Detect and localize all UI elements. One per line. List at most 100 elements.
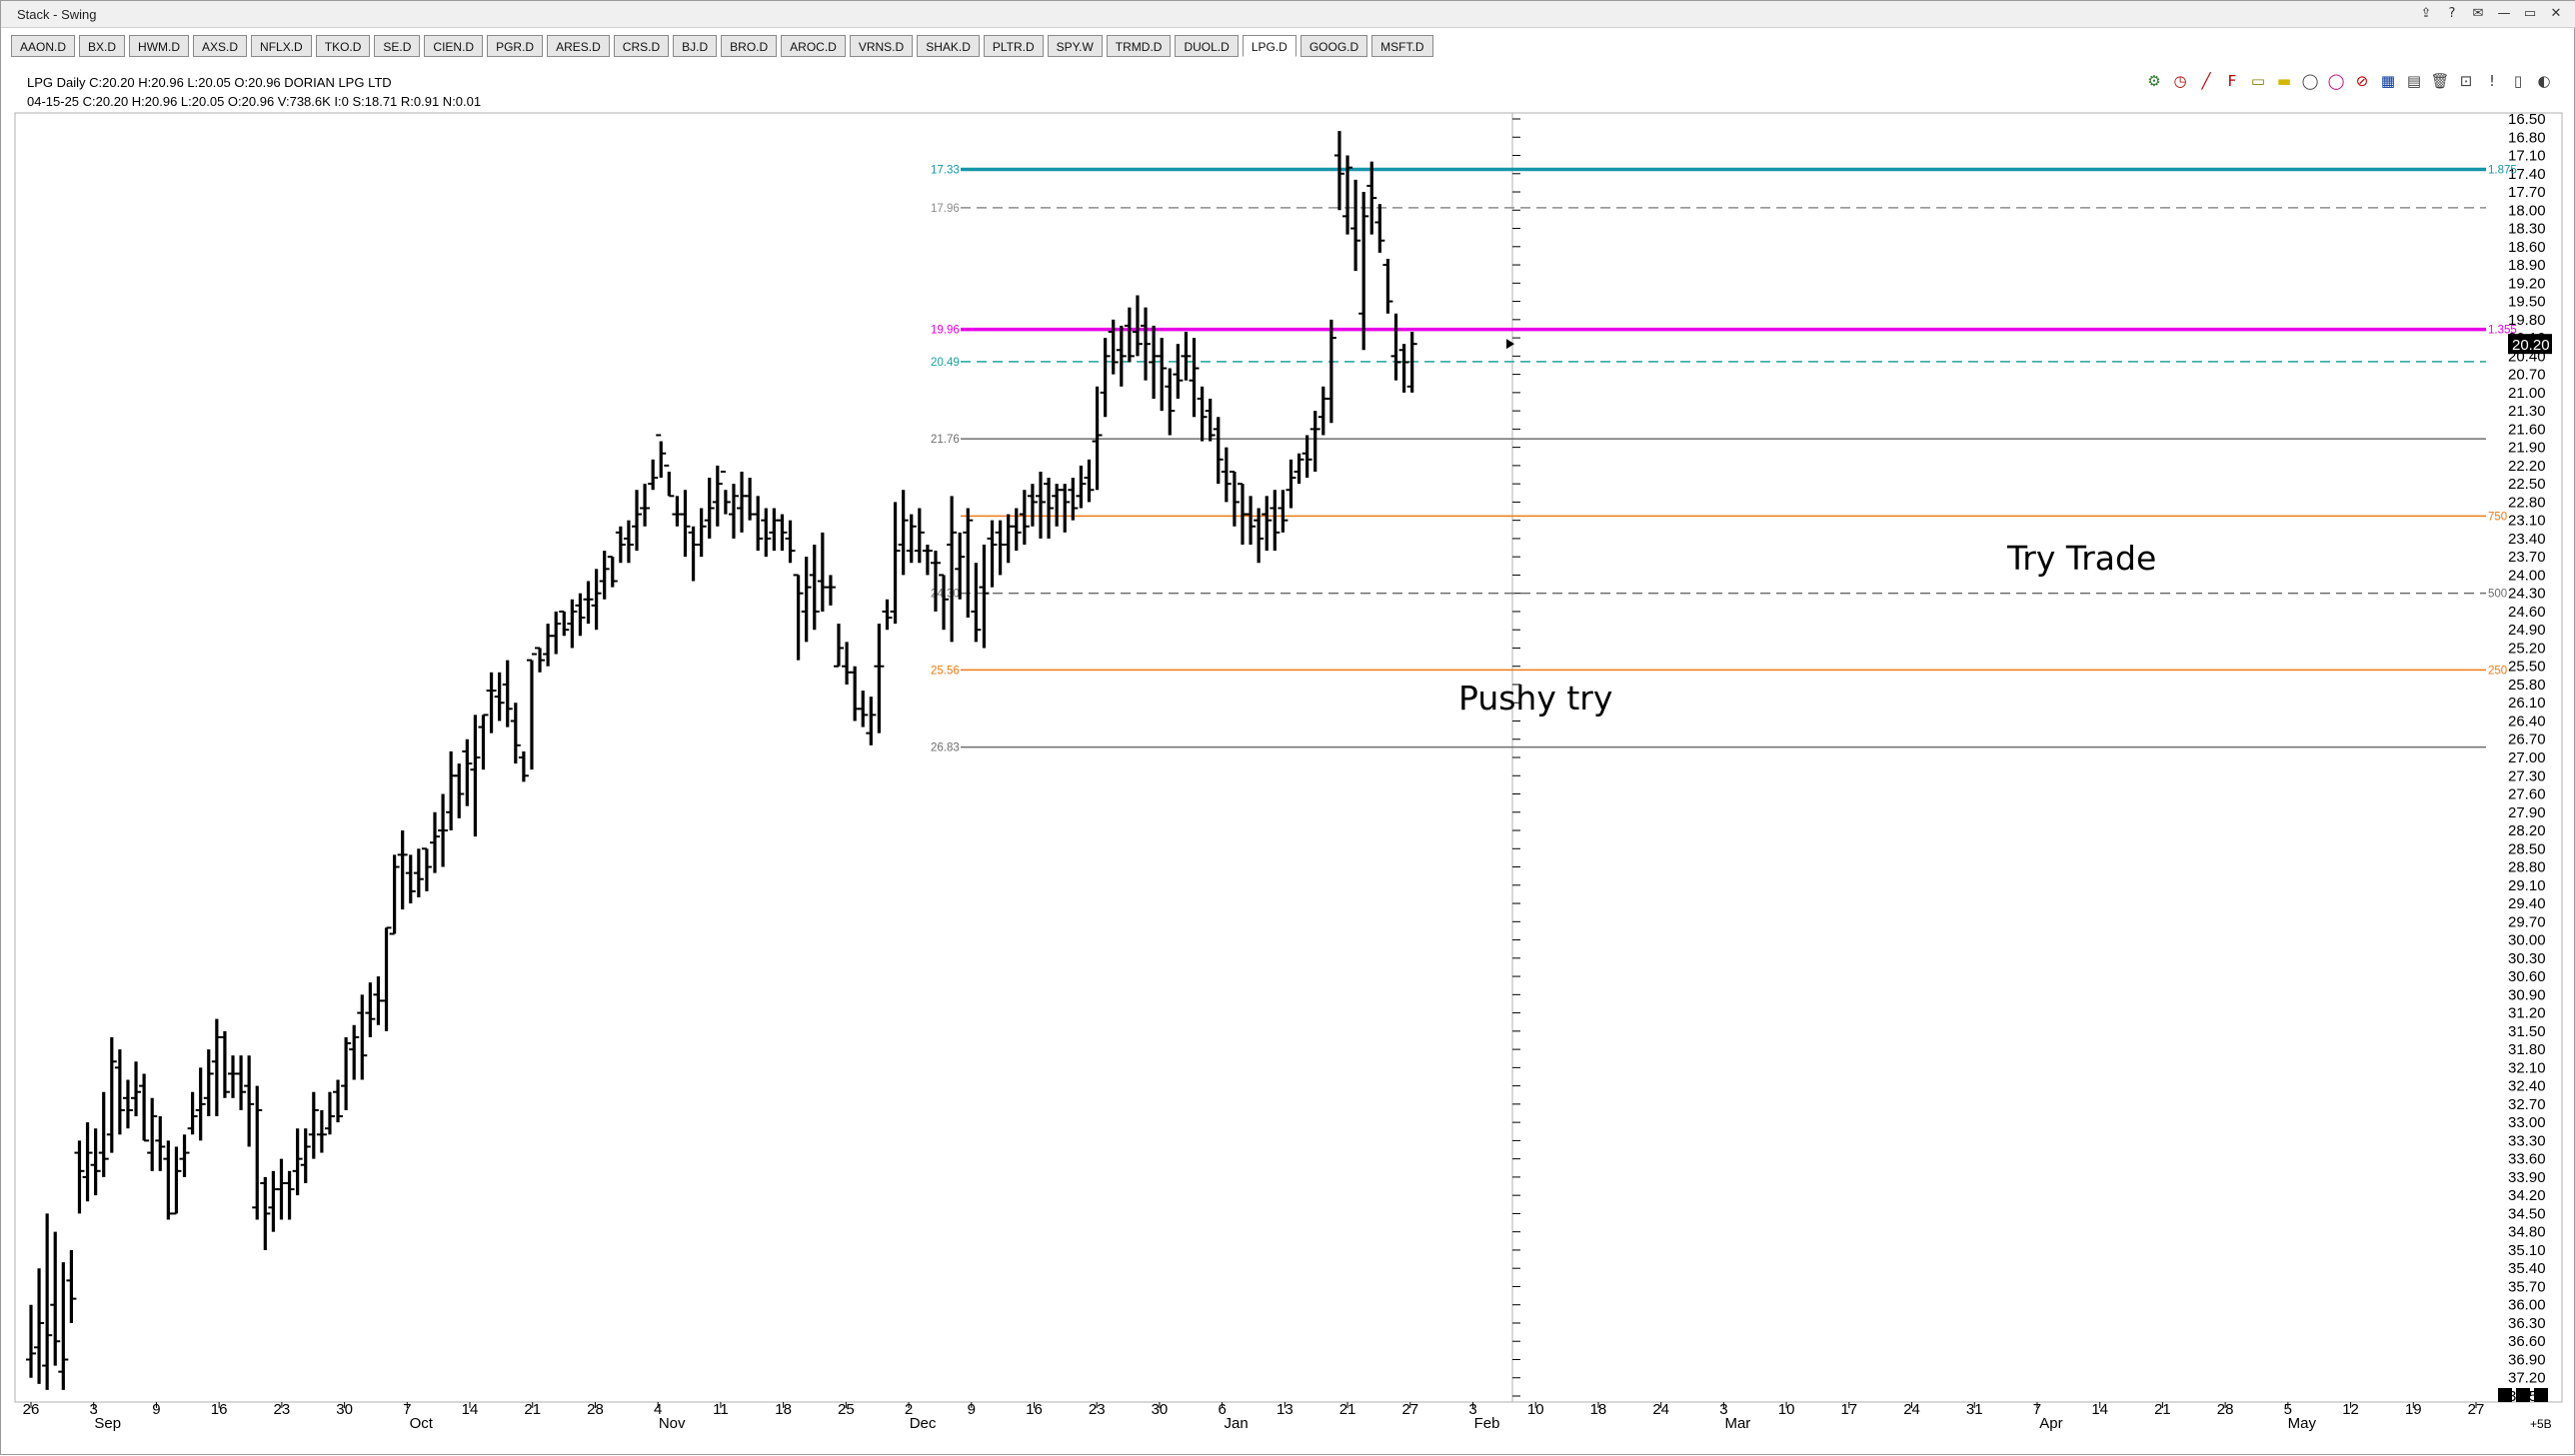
tab-nflx-d[interactable]: NFLX.D (251, 35, 312, 57)
annotation-try-trade[interactable]: Try Trade (2006, 539, 2156, 578)
quote-header: LPG Daily C:20.20 H:20.96 L:20.05 O:20.9… (27, 75, 392, 90)
tab-pgr-d[interactable]: PGR.D (487, 35, 544, 57)
drawing-toolbar: ⚙ ◷ ╱ F ▭ ▬ ◯ ◯ ⊘ ▦ ▤ 🗑 ⊡! ▯ ◐ (2144, 71, 2554, 91)
tab-axs-d[interactable]: AXS.D (193, 35, 248, 57)
y-tick-label: 23.70 (2508, 549, 2546, 566)
y-tick-label: 24.30 (2508, 586, 2546, 603)
draw-line-icon[interactable]: ╱ (2201, 72, 2211, 90)
y-tick-label: 30.60 (2508, 968, 2546, 985)
x-tick-label: 6 (1218, 1401, 1226, 1418)
export-icon[interactable]: ⇪ (2420, 6, 2432, 21)
x-tick-label: 7 (2033, 1401, 2041, 1418)
lock-icon[interactable]: ⊡ (2459, 72, 2473, 90)
y-tick-label: 28.80 (2508, 859, 2546, 876)
tab-aroc-d[interactable]: AROC.D (781, 35, 846, 57)
y-tick-label: 35.40 (2508, 1260, 2546, 1277)
y-tick-label: 16.50 (2508, 111, 2546, 128)
maximize-button[interactable]: ▭ (2523, 6, 2537, 21)
tab-pltr-d[interactable]: PLTR.D (983, 35, 1044, 57)
grid-icon[interactable]: ▦ (2380, 72, 2396, 90)
tab-ares-d[interactable]: ARES.D (547, 35, 610, 57)
mail-icon[interactable]: ✉ (2472, 6, 2484, 21)
fib-level-ratio-label: 750 (2488, 511, 2507, 523)
refresh-icon[interactable]: ◐ (2537, 72, 2551, 90)
trash-icon[interactable]: 🗑 (2430, 72, 2450, 90)
tab-bro-d[interactable]: BRO.D (721, 35, 778, 57)
y-tick-label: 24.60 (2508, 604, 2546, 621)
y-tick-label: 25.80 (2508, 677, 2546, 694)
title-bar: Stack - Swing ⇪? ✉ — ▭ ✕ (1, 1, 2575, 28)
x-tick-label: 10 (1527, 1401, 1544, 1418)
y-tick-label: 23.10 (2508, 513, 2546, 530)
alert-icon[interactable]: ! (2488, 72, 2495, 90)
y-tick-label: 29.10 (2508, 877, 2546, 894)
circle-icon[interactable]: ◯ (2301, 72, 2319, 90)
tab-shak-d[interactable]: SHAK.D (917, 35, 980, 57)
tab-goog-d[interactable]: GOOG.D (1299, 35, 1368, 57)
help-icon[interactable]: ? (2448, 6, 2456, 21)
y-tick-label: 17.70 (2508, 184, 2546, 201)
y-tick-label: 30.30 (2508, 950, 2546, 967)
y-tick-label: 28.50 (2508, 840, 2546, 857)
tab-spy-w[interactable]: SPY.W (1047, 35, 1103, 57)
cycle-icon[interactable]: ⊘ (2355, 72, 2369, 90)
y-tick-label: 36.30 (2508, 1315, 2546, 1332)
x-tick-label: 30 (1152, 1401, 1169, 1418)
y-tick-label: 37.20 (2508, 1370, 2546, 1387)
y-tick-label: 32.40 (2508, 1078, 2546, 1095)
tab-hwm-d[interactable]: HWM.D (129, 35, 190, 57)
scale-corner-label: +5B (2530, 1417, 2552, 1431)
fib-level-price-label: 26.83 (931, 742, 960, 754)
y-tick-label: 23.40 (2508, 531, 2546, 548)
y-tick-label: 17.40 (2508, 166, 2546, 183)
tab-bx-d[interactable]: BX.D (79, 35, 126, 57)
tab-duol-d[interactable]: DUOL.D (1175, 35, 1239, 57)
x-month-label: Jan (1225, 1415, 1249, 1432)
x-tick-label: 3 (1468, 1401, 1476, 1418)
tab-bj-d[interactable]: BJ.D (673, 35, 718, 57)
tab-aaon-d[interactable]: AAON.D (11, 35, 76, 57)
tab-lpg-d[interactable]: LPG.D (1242, 35, 1296, 57)
tab-cien-d[interactable]: CIEN.D (424, 35, 484, 57)
y-tick-label: 35.10 (2508, 1242, 2546, 1259)
minimize-button[interactable]: — (2497, 6, 2511, 21)
tab-trmd-d[interactable]: TRMD.D (1106, 35, 1172, 57)
y-tick-label: 27.90 (2508, 804, 2546, 821)
scale-block (2498, 1388, 2512, 1402)
x-tick-label: 19 (2405, 1401, 2422, 1418)
clock-icon[interactable]: ◷ (2173, 72, 2187, 90)
y-tick-label: 30.00 (2508, 932, 2546, 949)
y-tick-label: 30.90 (2508, 986, 2546, 1003)
close-button[interactable]: ✕ (2550, 6, 2562, 21)
rectangle-icon[interactable]: ▭ (2250, 72, 2266, 90)
y-tick-label: 33.60 (2508, 1151, 2546, 1168)
chart-settings-icon[interactable]: ⚙ (2147, 72, 2161, 90)
y-tick-label: 31.50 (2508, 1023, 2546, 1040)
x-tick-label: 16 (1026, 1401, 1043, 1418)
window-controls: ⇪? ✉ — ▭ ✕ (2416, 5, 2566, 23)
x-tick-label: 21 (2154, 1401, 2171, 1418)
tab-crs-d[interactable]: CRS.D (613, 35, 670, 57)
tab-msft-d[interactable]: MSFT.D (1371, 35, 1433, 57)
y-tick-label: 32.70 (2508, 1096, 2546, 1113)
tab-tko-d[interactable]: TKO.D (315, 35, 371, 57)
highlight-icon[interactable]: ▬ (2276, 72, 2292, 90)
y-tick-label: 18.00 (2508, 202, 2546, 219)
x-tick-label: 27 (2468, 1401, 2485, 1418)
y-tick-label: 18.60 (2508, 239, 2546, 256)
table-icon[interactable]: ▤ (2406, 72, 2422, 90)
y-tick-label: 31.20 (2508, 1005, 2546, 1022)
fib-icon[interactable]: F (2227, 72, 2237, 90)
y-tick-label: 24.90 (2508, 622, 2546, 639)
x-tick-label: 18 (775, 1401, 792, 1418)
tab-vrns-d[interactable]: VRNS.D (849, 35, 914, 57)
y-tick-label: 34.20 (2508, 1187, 2546, 1204)
y-tick-label: 35.70 (2508, 1278, 2546, 1295)
annotation-pushy-try[interactable]: Pushy try (1458, 679, 1612, 718)
x-tick-label: 18 (1590, 1401, 1607, 1418)
y-tick-label: 25.20 (2508, 640, 2546, 657)
ellipse-icon[interactable]: ◯ (2327, 72, 2345, 90)
flag-icon[interactable]: ▯ (2513, 72, 2523, 90)
tab-se-d[interactable]: SE.D (374, 35, 421, 57)
